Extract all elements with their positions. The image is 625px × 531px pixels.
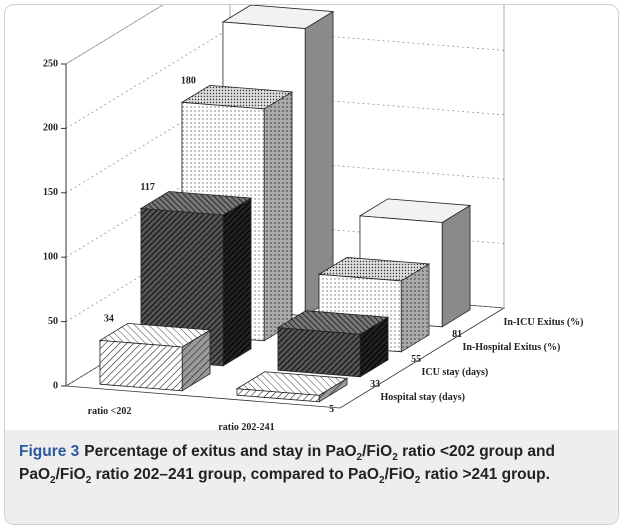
bar-front [277,327,361,378]
caption-text: 2 [379,475,385,487]
y-tick-label: 250 [43,58,58,69]
caption-text: 2 [356,452,363,464]
caption-text: /FiO [362,443,393,460]
value-label: 81 [452,329,462,340]
bar-side [263,91,293,342]
caption-text: 2 [392,452,398,464]
value-label: 180 [181,76,196,87]
bar-front [236,388,320,403]
caption-text: ratio >241 group. [420,466,550,483]
bar-side [222,197,252,367]
y-tick-label: 50 [48,316,58,327]
caption-text: 2 [414,475,421,487]
bar-side [441,204,471,328]
caption-text: ratio <202 group and PaO [19,443,555,483]
value-label: 223 [222,5,237,6]
caption-text: 2 [85,475,92,487]
y-tick-label: 0 [53,380,58,391]
caption-text: /FiO [384,466,415,483]
grid-line [65,28,505,129]
caption-text: Percentage of exitus and stay in PaO [84,443,357,460]
series-label: ICU stay (days) [422,367,489,378]
caption: Figure 3 Percentage of exitus and stay in… [5,430,618,524]
series-label: In-Hospital Exitus (%) [463,342,561,353]
value-label: 34 [104,314,114,325]
value-label: 33 [370,379,380,390]
figure: 0 50 100 150 200 250 ratio <202 ratio 202-241 Ho… [4,4,619,525]
x-tick-label: ratio 202-241 [218,422,274,430]
series-label: In-ICU Exitus (%) [504,317,584,328]
caption-label: Figure 3 [19,443,80,460]
y-tick-label: 100 [43,251,58,262]
value-label: 117 [140,182,154,193]
value-label: 55 [411,354,421,365]
caption-text: ratio 202–241 group, compared to PaO [91,466,379,483]
x-tick-label: ratio <202 [88,406,132,417]
grid-line [65,92,505,194]
y-tick-label: 200 [43,123,58,134]
caption-text: 2 [50,475,56,487]
chart: 0 50 100 150 200 250 ratio <202 ratio 202-241 Ho… [43,5,584,430]
y-tick-label: 150 [43,187,58,198]
grid-line [65,156,505,258]
caption-text: /FiO [55,466,86,483]
series-label: Hospital stay (days) [381,392,465,403]
bar-front [99,339,183,392]
value-label: 5 [329,404,334,415]
